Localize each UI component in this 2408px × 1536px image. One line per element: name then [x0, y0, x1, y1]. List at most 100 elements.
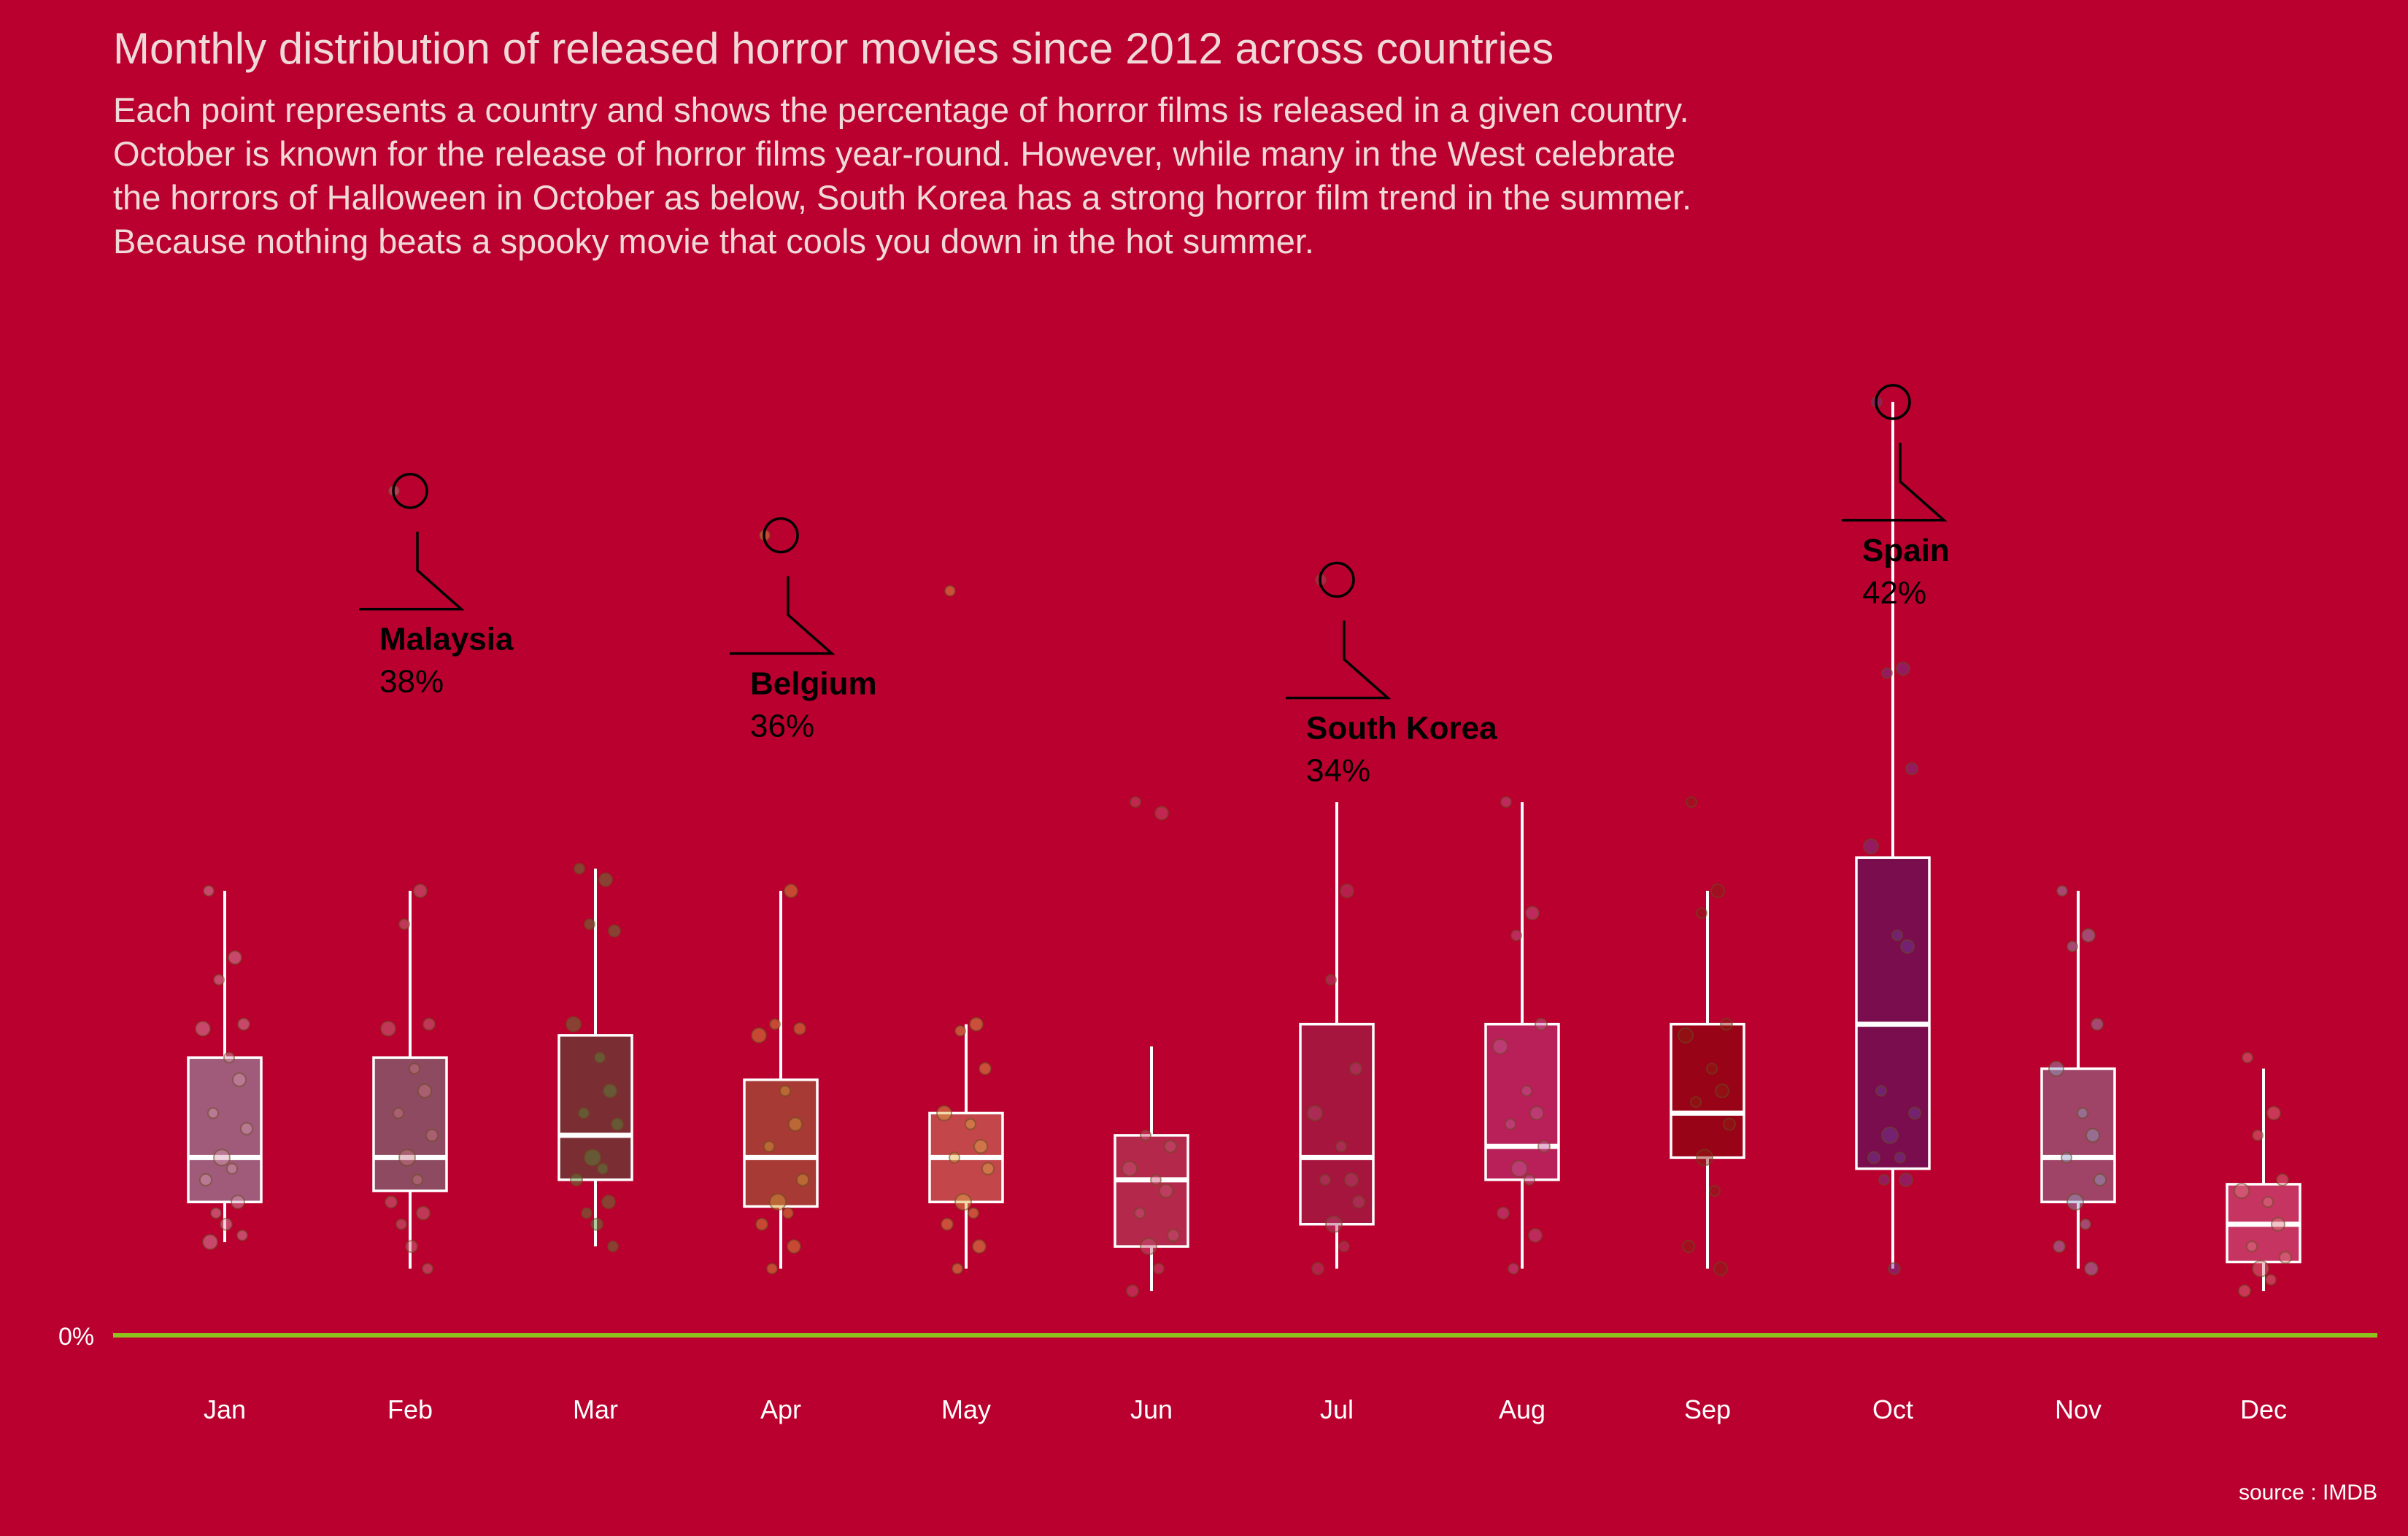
data-point-apr-4 — [793, 1022, 806, 1035]
data-point-sep-4 — [1720, 1017, 1733, 1031]
chart-subtitle-line-3: the horrors of Halloween in October as b… — [113, 178, 1691, 217]
data-point-apr-7 — [788, 1116, 803, 1132]
data-point-jan-3 — [213, 973, 225, 986]
data-point-jul-4 — [1349, 1062, 1362, 1076]
data-point-aug-8 — [1505, 1118, 1516, 1130]
data-point-jun-4 — [1164, 1140, 1177, 1154]
chart-subtitle-line-4: Because nothing beats a spooky movie tha… — [113, 222, 1314, 260]
data-point-jul-7 — [1344, 1172, 1359, 1187]
data-point-feb-16 — [422, 1262, 433, 1275]
box-oct — [1855, 856, 1931, 1170]
data-point-mar-4 — [608, 924, 621, 938]
data-point-jan-5 — [195, 1020, 211, 1037]
data-point-jan-8 — [207, 1107, 219, 1119]
data-point-nov-12 — [2053, 1240, 2066, 1254]
x-tick-label-may: May — [941, 1394, 991, 1424]
data-point-jan-11 — [226, 1162, 238, 1175]
data-point-oct-12 — [1867, 1151, 1880, 1165]
data-point-may-6 — [965, 1118, 976, 1130]
x-tick-label-mar: Mar — [573, 1394, 618, 1424]
data-point-nov-3 — [2067, 941, 2078, 953]
data-point-aug-3 — [1510, 929, 1522, 941]
data-point-aug-7 — [1529, 1105, 1544, 1121]
annotation-country-belgium: Belgium — [750, 666, 877, 702]
data-point-apr-2 — [784, 883, 798, 898]
data-point-may-13 — [972, 1239, 987, 1254]
data-point-nov-1 — [2056, 884, 2068, 897]
annotation-value-spain: 42% — [1862, 575, 1926, 611]
data-point-oct-3 — [1881, 667, 1893, 679]
data-point-sep-10 — [1696, 1149, 1713, 1167]
data-point-feb-14 — [395, 1218, 407, 1230]
data-point-mar-8 — [578, 1107, 590, 1119]
data-point-feb-10 — [398, 1149, 416, 1167]
data-point-jan-16 — [236, 1229, 248, 1241]
annotation-country-malaysia: Malaysia — [379, 622, 514, 657]
data-point-mar-5 — [566, 1016, 582, 1033]
data-point-sep-2 — [1710, 883, 1725, 898]
data-point-nov-4 — [2091, 1017, 2104, 1031]
data-point-mar-10 — [584, 1149, 601, 1167]
data-point-dec-1 — [2242, 1051, 2253, 1064]
data-point-dec-9 — [2279, 1251, 2292, 1265]
data-point-feb-3 — [398, 918, 410, 930]
data-point-apr-10 — [769, 1193, 787, 1211]
data-point-nov-7 — [2085, 1127, 2100, 1143]
annotation-circle-malaysia — [392, 472, 428, 509]
data-point-apr-13 — [787, 1239, 801, 1254]
data-point-may-7 — [973, 1139, 988, 1154]
data-point-mar-13 — [601, 1195, 616, 1210]
data-point-jun-12 — [1126, 1284, 1139, 1298]
data-point-may-1 — [944, 584, 956, 597]
data-point-jan-2 — [228, 950, 242, 965]
data-point-mar-1 — [574, 862, 585, 875]
data-point-nov-13 — [2084, 1261, 2099, 1276]
data-point-aug-12 — [1497, 1206, 1510, 1220]
data-point-jun-1 — [1130, 796, 1141, 808]
data-point-may-3 — [954, 1024, 966, 1037]
x-tick-label-feb: Feb — [387, 1394, 433, 1424]
data-point-jun-10 — [1140, 1238, 1157, 1256]
data-point-apr-8 — [763, 1141, 775, 1153]
box-nov — [2040, 1067, 2116, 1204]
data-point-dec-4 — [2276, 1173, 2289, 1186]
data-point-jun-11 — [1153, 1262, 1165, 1275]
chart-subtitle-line-2: October is known for the release of horr… — [113, 134, 1675, 173]
data-point-dec-3 — [2252, 1129, 2264, 1141]
data-point-aug-5 — [1492, 1038, 1508, 1055]
x-tick-label-oct: Oct — [1872, 1394, 1913, 1424]
data-point-may-12 — [941, 1217, 954, 1231]
chart-title: Monthly distribution of released horror … — [113, 24, 1554, 73]
box-aug — [1484, 1022, 1560, 1181]
box-sep — [1670, 1022, 1745, 1159]
data-point-apr-12 — [755, 1217, 768, 1231]
annotation-connector-south-korea — [1286, 620, 1392, 700]
data-point-jul-9 — [1352, 1195, 1365, 1209]
data-point-jun-5 — [1122, 1160, 1138, 1177]
data-point-jun-2 — [1154, 806, 1169, 821]
data-point-sep-6 — [1706, 1062, 1718, 1075]
data-point-sep-3 — [1696, 907, 1707, 919]
annotation-connector-malaysia — [359, 531, 465, 611]
data-point-may-8 — [949, 1151, 960, 1164]
data-point-sep-8 — [1690, 1096, 1702, 1108]
data-point-oct-2 — [1896, 661, 1910, 676]
data-point-feb-7 — [417, 1084, 432, 1098]
annotation-country-spain: Spain — [1862, 533, 1950, 568]
data-point-feb-12 — [385, 1195, 398, 1209]
data-point-apr-14 — [766, 1262, 778, 1275]
x-tick-label-sep: Sep — [1684, 1394, 1731, 1424]
data-point-jan-4 — [237, 1017, 250, 1031]
data-point-oct-9 — [1908, 1106, 1921, 1120]
data-point-dec-12 — [2238, 1284, 2251, 1298]
data-point-aug-14 — [1508, 1262, 1519, 1275]
annotation-value-belgium: 36% — [750, 709, 814, 744]
data-point-dec-6 — [2262, 1196, 2274, 1208]
data-point-oct-14 — [1878, 1173, 1890, 1186]
data-point-oct-10 — [1881, 1126, 1899, 1144]
data-point-jun-8 — [1134, 1207, 1146, 1219]
annotation-circle-belgium — [763, 517, 799, 554]
data-point-aug-4 — [1535, 1017, 1548, 1031]
